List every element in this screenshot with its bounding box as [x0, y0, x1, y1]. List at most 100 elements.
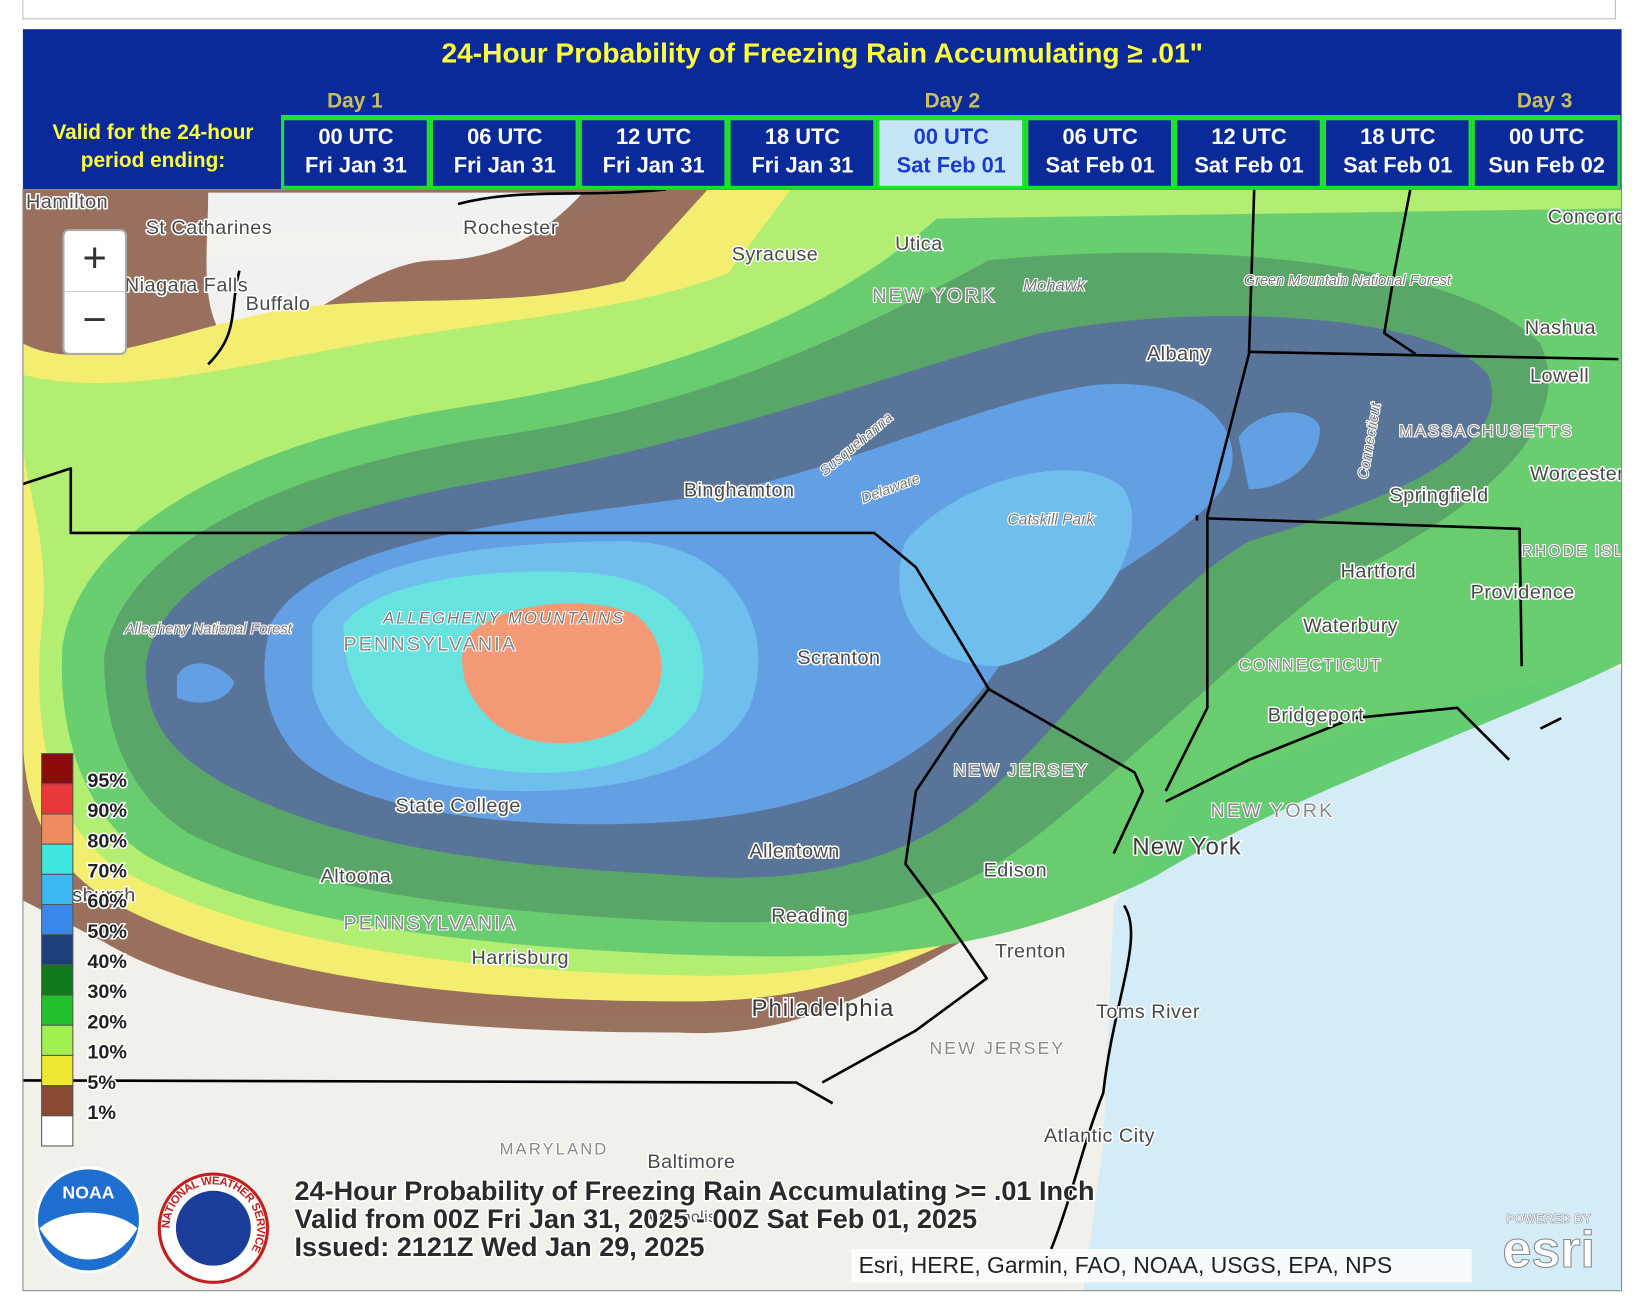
coast [1050, 904, 1133, 1250]
coast [1165, 706, 1562, 803]
legend-swatch [41, 934, 74, 966]
place-label: Hamilton [26, 191, 108, 213]
tab[interactable] [1322, 117, 1472, 189]
day-label: Day 2 [925, 90, 981, 113]
legend-swatch [41, 964, 74, 996]
border [1164, 189, 1256, 792]
tab-date[interactable]: Sun Feb 02 [1488, 152, 1605, 177]
tab-time[interactable]: 00 UTC [318, 124, 393, 149]
place-label: Atlantic City [1044, 1125, 1155, 1147]
tab-time[interactable]: 06 UTC [1063, 124, 1138, 149]
caption-line: 24-Hour Probability of Freezing Rain Acc… [295, 1176, 1095, 1206]
tab-date[interactable]: Sat Feb 01 [897, 152, 1006, 177]
place-labels: Hamilton St Catharines Niagara Falls Buf… [24, 190, 1632, 1228]
legend-label: 50% [87, 921, 127, 943]
tab-date[interactable]: Sat Feb 01 [1194, 152, 1303, 177]
legend: 95% 90% 80% 70% 60% 50% 40% 30% 20% 10% 5% 1% [41, 753, 129, 1147]
place-label: RHODE ISLAND [1522, 543, 1632, 560]
state-borders [22, 189, 1619, 1250]
place-label: Providence [1471, 582, 1575, 604]
zoom-in[interactable]: + [83, 233, 107, 280]
caption-line: Valid from 00Z Fri Jan 31, 2025 - 00Z Sa… [295, 1204, 978, 1234]
valid-label: period ending: [81, 149, 225, 172]
place-label: Niagara Falls [125, 274, 248, 296]
border [207, 189, 667, 366]
place-label: Bridgeport [1268, 704, 1364, 726]
legend-swatch [41, 1085, 74, 1117]
place-label: ALLEGHENY MOUNTAINS [382, 609, 625, 628]
tab-date[interactable]: Sat Feb 01 [1046, 152, 1155, 177]
tab[interactable] [429, 117, 579, 189]
tab-time[interactable]: 18 UTC [765, 124, 840, 149]
tab-time[interactable]: 06 UTC [467, 124, 542, 149]
day-label: Day 3 [1517, 90, 1573, 113]
place-label: St Catharines [146, 217, 273, 239]
place-label: Syracuse [732, 243, 819, 265]
tab-time[interactable]: 18 UTC [1360, 124, 1435, 149]
place-label: CONNECTICUT [1239, 656, 1383, 675]
border [22, 1079, 834, 1105]
place-label: Mohawk [1023, 276, 1087, 295]
tab[interactable] [1025, 117, 1175, 189]
legend-label: 30% [87, 981, 127, 1003]
place-label: Altoona [321, 866, 392, 888]
border [1207, 350, 1619, 667]
place-label: MARYLAND [500, 1140, 609, 1159]
nws-logo: NATIONAL WEATHER SERVICE [157, 1172, 270, 1284]
place-label: Buffalo [246, 293, 311, 315]
esri-logo: esri [1502, 1221, 1595, 1279]
day-label: Day 1 [327, 90, 382, 113]
tab[interactable] [1471, 117, 1621, 189]
tab-date[interactable]: Fri Jan 31 [454, 152, 556, 177]
attribution-bg [851, 1249, 1472, 1283]
place-label: Harrisburg [471, 947, 568, 969]
place-label: Reading [771, 905, 848, 927]
tab[interactable] [578, 117, 728, 189]
place-label: Annapolis [643, 1209, 716, 1226]
legend-label: 20% [87, 1011, 127, 1033]
legend-swatch [41, 994, 74, 1026]
tab-date[interactable]: Fri Jan 31 [751, 152, 853, 177]
legend-label: 90% [87, 800, 127, 822]
place-label: Philadelphia [751, 995, 894, 1022]
tab-date[interactable]: Sat Feb 01 [1343, 152, 1452, 177]
place-label: Albany [1147, 343, 1211, 365]
legend-label: 1% [87, 1102, 116, 1124]
place-label: NEW YORK [1210, 800, 1334, 822]
tab-time[interactable]: 00 UTC [1509, 124, 1584, 149]
place-label: Toms River [1096, 1001, 1200, 1023]
legend-label: 95% [87, 770, 127, 792]
caption: 24-Hour Probability of Freezing Rain Acc… [293, 1174, 1096, 1263]
legend-swatch [41, 753, 74, 785]
place-label: PENNSYLVANIA [343, 634, 517, 656]
legend-swatch [41, 904, 74, 936]
zoom-out[interactable]: − [83, 296, 107, 343]
place-label: PENNSYLVANIA [343, 913, 517, 935]
tab-date[interactable]: Fri Jan 31 [603, 152, 705, 177]
place-label: Concord [1548, 206, 1626, 228]
header-title: 24-Hour Probability of Freezing Rain Acc… [442, 38, 1203, 69]
caption-line: Issued: 2121Z Wed Jan 29, 2025 [295, 1232, 705, 1262]
top-panel [22, 0, 1616, 20]
tab[interactable] [281, 117, 430, 189]
place-label: NEW JERSEY [929, 1038, 1065, 1058]
place-label: Allegheny National Forest [124, 622, 293, 638]
tab-time[interactable]: 12 UTC [1211, 124, 1286, 149]
tab[interactable] [876, 117, 1026, 189]
tab[interactable] [727, 117, 877, 189]
tab[interactable] [1174, 117, 1323, 189]
place-label: New York [1132, 834, 1241, 861]
tab-time[interactable]: 12 UTC [616, 124, 691, 149]
tab-time[interactable]: 00 UTC [914, 124, 989, 149]
place-label: Binghamton [684, 480, 795, 502]
place-label: Trenton [995, 941, 1066, 963]
probability-contours [22, 189, 1622, 1034]
legend-label: 40% [87, 951, 127, 973]
valid-label: Valid for the 24-hour [52, 121, 253, 144]
tab-date[interactable]: Fri Jan 31 [305, 152, 407, 177]
legend-swatch [41, 1054, 74, 1087]
place-label: Green Mountain National Forest [1244, 273, 1452, 289]
place-label: Rochester [463, 217, 558, 239]
